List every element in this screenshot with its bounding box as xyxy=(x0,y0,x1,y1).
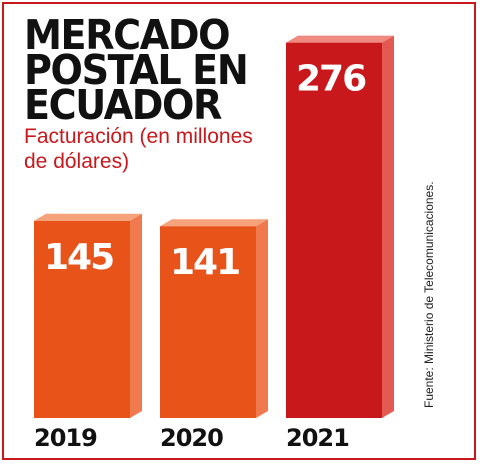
value-label-2020: 141 xyxy=(170,242,239,283)
bar-top-2019 xyxy=(34,213,142,221)
bar-2021 xyxy=(286,42,382,418)
chart-frame xyxy=(2,2,476,460)
bar-side-2020 xyxy=(256,219,268,418)
bar-side-2019 xyxy=(130,213,142,418)
source-note: Fuente: Ministerio de Telecomunicaciones… xyxy=(422,181,436,408)
bars-group xyxy=(34,35,394,418)
value-label-2021: 276 xyxy=(296,59,366,100)
category-label-2020: 2020 xyxy=(160,424,223,452)
category-label-2019: 2019 xyxy=(34,424,97,452)
chart-title: MERCADO POSTAL EN ECUADOR xyxy=(24,11,249,129)
bar-side-2021 xyxy=(382,35,394,418)
value-label-2019: 145 xyxy=(44,237,113,278)
chart-subtitle: Facturación (en millones de dólares) xyxy=(24,125,253,173)
bar-top-2020 xyxy=(160,219,268,227)
category-label-2021: 2021 xyxy=(286,424,349,452)
labels-group: 145 2019 141 2020 276 2021 xyxy=(34,59,368,452)
bar-2020 xyxy=(160,226,256,418)
bar-top-2021 xyxy=(286,35,394,43)
bar-2019 xyxy=(34,220,130,418)
